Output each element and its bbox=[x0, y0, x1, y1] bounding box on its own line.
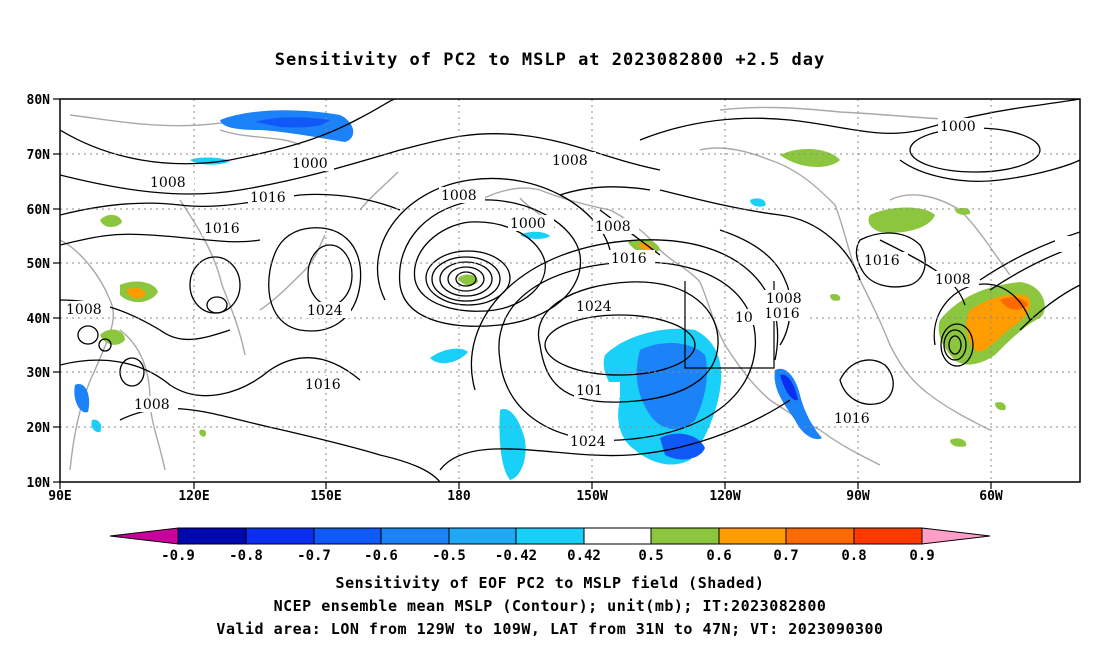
colorbar-label: -0.8 bbox=[229, 548, 263, 564]
colorbar-labels: -0.9 -0.8 -0.7 -0.6 -0.5 -0.42 0.42 0.5 … bbox=[161, 548, 935, 564]
colorbar-label: 0.7 bbox=[773, 548, 798, 564]
contour-label: 1000 bbox=[292, 156, 328, 172]
contour-label: 1008 bbox=[66, 302, 102, 318]
contour-label: 101 bbox=[576, 383, 603, 399]
lat-tick-label: 40N bbox=[27, 312, 51, 327]
lat-tick-label: 10N bbox=[27, 476, 51, 491]
lat-tick-label: 30N bbox=[27, 366, 51, 381]
caption-line-1: Sensitivity of EOF PC2 to MSLP field (Sh… bbox=[335, 574, 765, 592]
contour-labels: 1000 1000 1000 1008 1008 1008 1008 1008 … bbox=[64, 118, 1079, 450]
axis-ticks bbox=[53, 98, 992, 489]
contour-label: 1008 bbox=[595, 219, 631, 235]
contour-label: 1008 bbox=[150, 175, 186, 191]
caption-line-3: Valid area: LON from 129W to 109W, LAT f… bbox=[216, 620, 884, 638]
colorbar-label: -0.9 bbox=[161, 548, 195, 564]
colorbar-label: -0.5 bbox=[432, 548, 466, 564]
lon-tick-label: 60W bbox=[979, 489, 1003, 504]
contour-label: 1016 bbox=[611, 251, 647, 267]
contour-label: 1008 bbox=[441, 188, 477, 204]
contour-label: 1008 bbox=[552, 153, 588, 169]
colorbar-label: 0.6 bbox=[706, 548, 731, 564]
lon-tick-label: 120W bbox=[709, 489, 740, 504]
contour-label: 1016 bbox=[305, 377, 341, 393]
lat-tick-labels: 10N 20N 30N 40N 50N 60N 70N 80N bbox=[27, 93, 51, 491]
colorbar-right-arrow bbox=[921, 527, 991, 545]
lon-tick-label: 180 bbox=[447, 489, 471, 504]
lat-tick-label: 50N bbox=[27, 257, 51, 272]
contour-label: 1000 bbox=[940, 119, 976, 135]
colorbar-label: -0.42 bbox=[495, 548, 537, 564]
contour-label: 1016 bbox=[204, 221, 240, 237]
plot-frame bbox=[59, 98, 1081, 483]
lon-tick-label: 90E bbox=[48, 489, 71, 504]
mslp-contours bbox=[60, 99, 1080, 482]
colorbar-label: 0.42 bbox=[567, 548, 601, 564]
contour-label: 1024 bbox=[307, 303, 343, 319]
lat-tick-label: 20N bbox=[27, 421, 51, 436]
contour-label: 1016 bbox=[834, 411, 870, 427]
colorbar-left-arrow bbox=[109, 527, 179, 545]
contour-label: 1000 bbox=[510, 216, 546, 232]
colorbar-label: 0.9 bbox=[909, 548, 934, 564]
lon-tick-label: 150E bbox=[310, 489, 341, 504]
contour-label: 1024 bbox=[576, 299, 612, 315]
colorbar-label: -0.7 bbox=[297, 548, 331, 564]
contour-label: 1016 bbox=[250, 190, 286, 206]
lat-tick-label: 80N bbox=[27, 93, 51, 108]
lat-tick-label: 60N bbox=[27, 203, 51, 218]
colorbar-label: -0.6 bbox=[364, 548, 398, 564]
lon-tick-label: 90W bbox=[846, 489, 870, 504]
contour-label: 1008 bbox=[134, 397, 170, 413]
colorbar-label: 0.8 bbox=[841, 548, 866, 564]
chart-title: Sensitivity of PC2 to MSLP at 2023082800… bbox=[274, 50, 826, 70]
contour-label: 1016 bbox=[864, 253, 900, 269]
lon-tick-label: 150W bbox=[576, 489, 607, 504]
contour-label: 1016 bbox=[764, 306, 800, 322]
lon-tick-labels: 90E 120E 150E 180 150W 120W 90W 60W bbox=[48, 489, 1003, 504]
colorbar-label: 0.5 bbox=[638, 548, 663, 564]
lon-tick-label: 120E bbox=[178, 489, 209, 504]
contour-label: 10 bbox=[735, 310, 753, 326]
caption-line-2: NCEP ensemble mean MSLP (Contour); unit(… bbox=[273, 597, 827, 615]
contour-label: 1008 bbox=[935, 272, 971, 288]
valid-area-box bbox=[684, 281, 775, 369]
lat-tick-label: 70N bbox=[27, 148, 51, 163]
colorbar bbox=[109, 527, 991, 545]
contour-label: 1024 bbox=[570, 434, 606, 450]
contour-label: 1008 bbox=[766, 291, 802, 307]
